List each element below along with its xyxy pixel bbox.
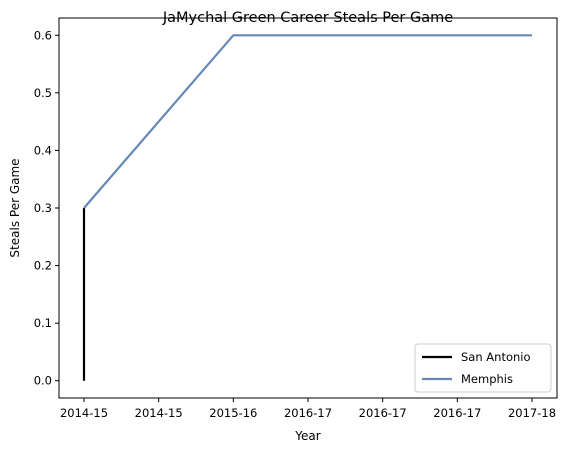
x-tick-label: 2015-16 — [209, 406, 257, 420]
y-tick-label: 0.0 — [34, 374, 52, 388]
y-tick-label: 0.4 — [34, 143, 52, 157]
x-tick-label: 2014-15 — [60, 406, 108, 420]
y-tick-label: 0.2 — [34, 259, 52, 273]
x-tick-label: 2016-17 — [359, 406, 407, 420]
x-axis-label: Year — [294, 429, 320, 443]
y-axis-ticks: 0.0 0.1 0.2 0.3 0.4 0.5 0.6 — [34, 28, 59, 388]
y-tick-label: 0.6 — [34, 28, 52, 42]
x-tick-label: 2016-17 — [433, 406, 481, 420]
x-tick-label: 2014-15 — [135, 406, 183, 420]
x-axis-ticks: 2014-15 2014-15 2015-16 2016-17 2016-17 2016-… — [60, 398, 556, 420]
legend: San Antonio Memphis — [414, 343, 552, 393]
series-line-memphis — [83, 34, 532, 209]
x-tick-label: 2016-17 — [284, 406, 332, 420]
y-tick-label: 0.5 — [34, 86, 52, 100]
legend-label: San Antonio — [461, 350, 531, 364]
x-tick-label: 2017-18 — [508, 406, 556, 420]
series-layer — [82, 34, 532, 381]
legend-label: Memphis — [461, 372, 513, 386]
plot-frame — [58, 17, 558, 399]
y-axis-label: Steals Per Game — [8, 158, 22, 257]
y-tick-label: 0.3 — [34, 201, 52, 215]
y-tick-label: 0.1 — [34, 316, 52, 330]
